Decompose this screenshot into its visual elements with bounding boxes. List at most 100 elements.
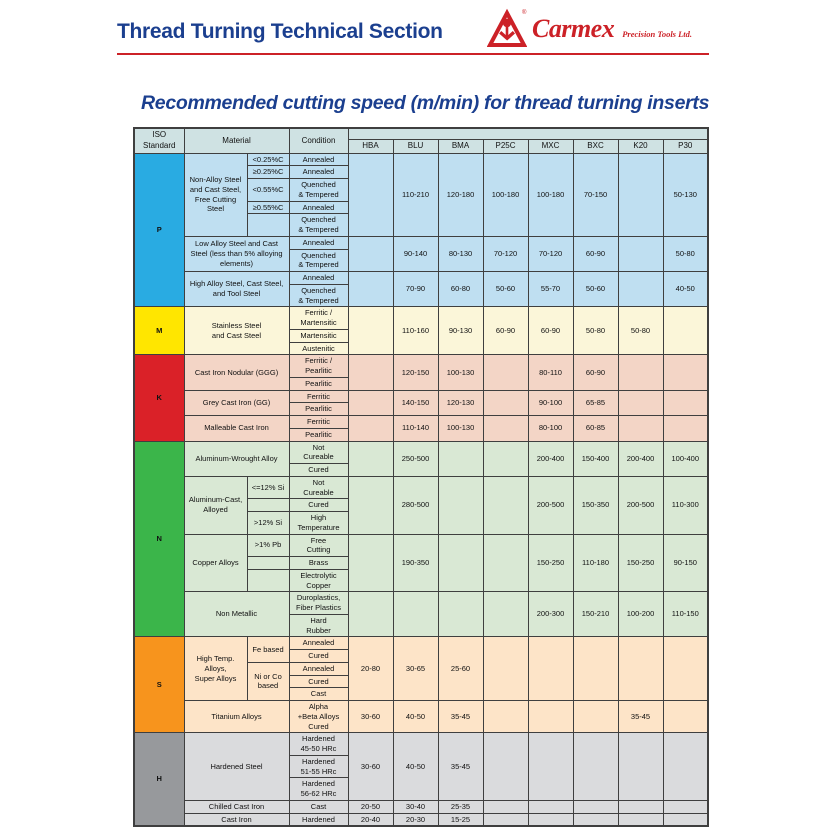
value-cell-p30: 110-150 xyxy=(662,591,709,638)
value-cell-hba xyxy=(347,354,394,391)
condition-cell: Cured xyxy=(288,498,349,512)
value-cell-p30 xyxy=(662,415,709,442)
cutting-speed-table: ISO Standard Material Condition HBA BLU BMA P2… xyxy=(133,127,710,828)
value-cell-blu: 250-500 xyxy=(392,440,439,477)
value-cell-hba: 20-40 xyxy=(347,812,394,827)
value-cell-blu: 20-30 xyxy=(392,812,439,827)
value-cell-bxc: 60-85 xyxy=(572,415,619,442)
value-cell-p30 xyxy=(662,306,709,356)
iso-letter-H: H xyxy=(133,732,185,827)
value-cell-p25c xyxy=(482,732,529,801)
condition-cell: Annealed xyxy=(288,235,349,250)
value-cell-k20 xyxy=(617,415,664,442)
condition-cell: Ferritic / Pearlitic xyxy=(288,354,349,378)
condition-cell: Pearlitic xyxy=(288,376,349,391)
condition-cell: Not Cureable xyxy=(288,440,349,464)
value-cell-bma xyxy=(437,475,484,535)
value-cell-bxc xyxy=(572,799,619,814)
value-cell-p30 xyxy=(662,354,709,391)
value-cell-bxc: 150-350 xyxy=(572,475,619,535)
condition-cell: Quenched & Tempered xyxy=(288,178,349,202)
value-cell-bxc: 65-85 xyxy=(572,389,619,416)
value-cell-bma: 35-45 xyxy=(437,732,484,801)
value-cell-blu: 40-50 xyxy=(392,732,439,801)
material-cell: High Temp. Alloys, Super Alloys xyxy=(183,636,248,701)
condition-cell: Ferritic xyxy=(288,415,349,429)
value-cell-mxc: 80-110 xyxy=(527,354,574,391)
sub-condition-cell: Fe based xyxy=(246,636,290,663)
value-cell-blu: 280-500 xyxy=(392,475,439,535)
value-cell-hba: 20-50 xyxy=(347,799,394,814)
material-cell: Hardened Steel xyxy=(183,732,290,801)
condition-cell: Free Cutting xyxy=(288,533,349,557)
value-cell-k20: 50-80 xyxy=(617,306,664,356)
sub-condition-cell: <0.25%C xyxy=(246,152,290,167)
value-cell-k20 xyxy=(617,812,664,827)
value-cell-p30: 50-130 xyxy=(662,152,709,237)
material-cell: Low Alloy Steel and Cast Steel (less tha… xyxy=(183,235,290,273)
value-cell-blu xyxy=(392,591,439,638)
value-cell-mxc: 60-90 xyxy=(527,306,574,356)
material-cell: High Alloy Steel, Cast Steel, and Tool S… xyxy=(183,270,290,308)
value-cell-bma: 100-130 xyxy=(437,354,484,391)
condition-cell: Pearlitic xyxy=(288,402,349,416)
value-cell-hba xyxy=(347,270,394,308)
value-cell-p25c xyxy=(482,591,529,638)
value-cell-bxc: 60-90 xyxy=(572,354,619,391)
value-cell-p30: 50-80 xyxy=(662,235,709,273)
value-cell-p30 xyxy=(662,732,709,801)
value-cell-bma: 120-180 xyxy=(437,152,484,237)
value-cell-k20: 200-400 xyxy=(617,440,664,477)
value-cell-mxc: 55-70 xyxy=(527,270,574,308)
value-cell-k20 xyxy=(617,354,664,391)
condition-cell: Ferritic / Martensitic xyxy=(288,306,349,330)
value-cell-bma: 80-130 xyxy=(437,235,484,273)
material-cell: Copper Alloys xyxy=(183,533,248,593)
value-cell-blu: 30-65 xyxy=(392,636,439,701)
condition-cell: Annealed xyxy=(288,152,349,167)
condition-cell: Cast xyxy=(288,687,349,701)
grade-header-p25c: P25C xyxy=(482,138,529,154)
condition-header: Condition xyxy=(288,127,349,154)
value-cell-bma: 60-80 xyxy=(437,270,484,308)
grade-header-hba: HBA xyxy=(347,138,394,154)
value-cell-bxc xyxy=(572,699,619,734)
condition-cell: Annealed xyxy=(288,636,349,650)
sub-condition-cell: <=12% Si xyxy=(246,475,290,500)
value-cell-hba: 20-80 xyxy=(347,636,394,701)
value-cell-k20: 200-500 xyxy=(617,475,664,535)
value-cell-p25c xyxy=(482,440,529,477)
iso-letter-S: S xyxy=(133,636,185,734)
value-cell-blu: 110-140 xyxy=(392,415,439,442)
condition-cell: Cured xyxy=(288,463,349,477)
value-cell-bma xyxy=(437,591,484,638)
value-cell-blu: 120-150 xyxy=(392,354,439,391)
value-cell-k20 xyxy=(617,235,664,273)
value-cell-blu: 30-40 xyxy=(392,799,439,814)
value-cell-mxc: 90-100 xyxy=(527,389,574,416)
condition-cell: Cured xyxy=(288,649,349,663)
value-cell-p30: 40-50 xyxy=(662,270,709,308)
value-cell-p25c: 50-60 xyxy=(482,270,529,308)
sub-condition-cell xyxy=(246,213,290,237)
condition-cell: Annealed xyxy=(288,661,349,676)
page-title: Thread Turning Technical Section xyxy=(117,20,443,43)
condition-cell: Alpha +Beta Alloys Cured xyxy=(288,699,349,734)
sub-condition-cell: ≥0.25%C xyxy=(246,165,290,179)
condition-cell: Ferritic xyxy=(288,389,349,404)
value-cell-mxc: 100-180 xyxy=(527,152,574,237)
value-cell-p25c: 60-90 xyxy=(482,306,529,356)
condition-cell: High Temperature xyxy=(288,511,349,535)
value-cell-hba xyxy=(347,533,394,593)
sub-condition-cell: >12% Si xyxy=(246,511,290,535)
value-cell-bxc: 70-150 xyxy=(572,152,619,237)
material-cell: Chilled Cast Iron xyxy=(183,799,290,814)
value-cell-k20: 100-200 xyxy=(617,591,664,638)
brand-logo: ® Carmex Precision Tools Ltd. xyxy=(486,6,709,52)
value-cell-bma xyxy=(437,440,484,477)
condition-cell: Not Cureable xyxy=(288,475,349,500)
value-cell-blu: 40-50 xyxy=(392,699,439,734)
material-cell: Aluminum-Wrought Alloy xyxy=(183,440,290,477)
value-cell-bxc xyxy=(572,812,619,827)
value-cell-bma: 35-45 xyxy=(437,699,484,734)
